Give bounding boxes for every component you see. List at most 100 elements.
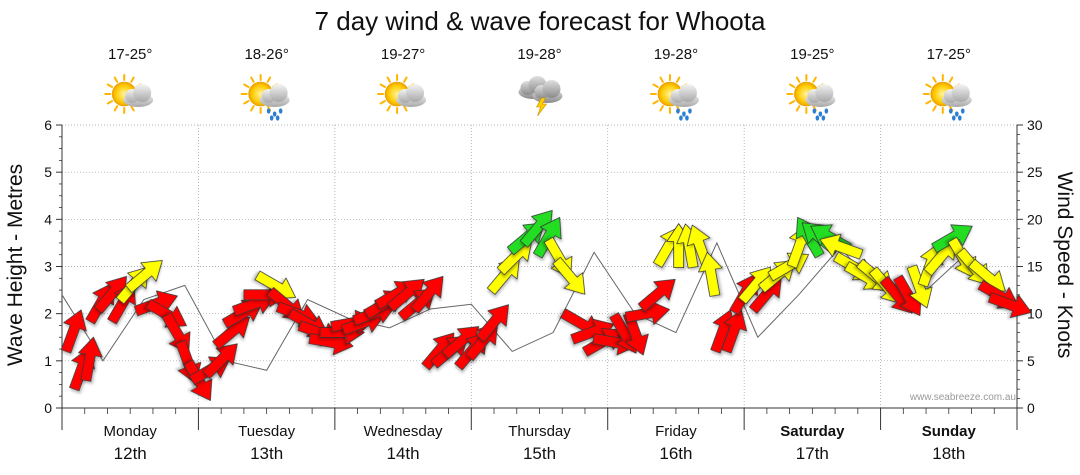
rain-drop (688, 108, 692, 114)
wind-arrow (931, 224, 973, 253)
temperature-range: 18-26° (244, 46, 288, 63)
wind-arrow-shape (410, 276, 444, 314)
sun-ray (250, 76, 255, 83)
day-name-label: Thursday (508, 423, 571, 440)
sun-ray (925, 83, 932, 88)
rain-drop (951, 115, 956, 121)
cloud-part (269, 84, 288, 102)
wind-arrow-shape (202, 343, 238, 379)
sun-ray (932, 105, 937, 112)
rain-drop (818, 111, 823, 117)
wind-arrow-shape (60, 309, 87, 354)
wind-arrow-shape (637, 278, 676, 312)
right-tick-label: 20 (1027, 211, 1043, 227)
wind-arrow-shape (987, 292, 1032, 318)
rain-drop (815, 115, 820, 121)
wind-arrow (410, 276, 444, 314)
wind-arrow-shape (78, 336, 103, 382)
wind-arrow (819, 233, 864, 260)
wind-arrow (202, 343, 238, 379)
wind-arrow-shape (931, 224, 973, 253)
right-tick-label: 5 (1027, 353, 1035, 369)
temperature-range: 19-28° (517, 46, 561, 63)
grid-lines (62, 124, 1017, 408)
axes: 0 1 2 3 4 5 6 0 5 10 15 20 25 30 (44, 117, 1043, 430)
weather-partly-cloudy-icon (104, 74, 154, 114)
left-tick-label: 2 (44, 306, 52, 322)
day-date-label: 17th (796, 444, 829, 463)
day-date-label: 14th (387, 444, 420, 463)
sun-ray (932, 76, 937, 83)
wind-arrow-shape (721, 309, 747, 354)
sun-ray (925, 100, 932, 105)
rain-drop (275, 115, 280, 121)
weather-partly-cloudy-icon (377, 74, 427, 114)
watermark: www.seabreeze.com.au (909, 392, 1016, 403)
wind-arrow (124, 260, 163, 293)
day-name-label: Sunday (922, 423, 977, 440)
rain-drop (960, 108, 965, 114)
temperature-range: 19-28° (654, 46, 698, 63)
sun-ray (403, 76, 408, 83)
wind-arrow (552, 256, 586, 295)
weather-showers-icon (786, 74, 836, 121)
left-tick-label: 3 (44, 259, 52, 275)
cloud-part (815, 84, 834, 102)
rain-drop (685, 115, 689, 121)
sun-ray (948, 76, 954, 83)
lightning-bolt (535, 97, 548, 117)
wind-arrow-shape (698, 251, 723, 297)
sun-ray (652, 83, 659, 88)
day-date-label: 12th (114, 444, 147, 463)
right-tick-label: 25 (1027, 164, 1043, 180)
rain-drop (948, 108, 953, 114)
sun-ray (130, 105, 135, 112)
weather-showers-icon (240, 74, 290, 121)
sun-ray (403, 105, 408, 112)
day-axis-labels: Monday 12th Tuesday 13th Wednesday 14th Thursd… (104, 423, 977, 463)
sun-ray (130, 76, 135, 83)
rain-drop (682, 111, 686, 117)
weather-showers-icon (649, 74, 699, 121)
sun-ray (266, 76, 272, 83)
sun-ray (652, 100, 659, 105)
rain-drop (269, 115, 274, 121)
right-axis-title: Wind Speed - Knots (1053, 172, 1076, 359)
left-tick-label: 5 (44, 164, 52, 180)
sun-ray (243, 100, 250, 105)
chart-title: 7 day wind & wave forecast for Whoota (315, 6, 766, 36)
rain-drop (957, 115, 962, 121)
rain-drop (812, 108, 817, 114)
sun-ray (795, 76, 801, 83)
sun-ray (243, 83, 250, 88)
rain-drop (679, 115, 683, 121)
weather-showers-icon (922, 74, 972, 121)
temperature-range: 17-25° (927, 46, 971, 63)
wind-arrow-shape (906, 264, 933, 309)
temperature-range: 19-27° (381, 46, 425, 63)
cloud-part (133, 84, 152, 102)
left-tick-label: 0 (44, 400, 52, 416)
sun-ray (106, 100, 114, 105)
day-date-label: 13th (250, 444, 283, 463)
sun-ray (113, 105, 119, 112)
sun-ray (659, 105, 664, 112)
wind-arrow-series (60, 210, 1032, 401)
wind-arrow-shape (124, 260, 163, 293)
wind-arrow (906, 264, 933, 309)
right-tick-label: 0 (1027, 400, 1035, 416)
day-date-label: 18th (932, 444, 965, 463)
wind-arrow-shape (145, 298, 187, 328)
rain-drop (278, 108, 283, 114)
sun-ray (795, 105, 801, 112)
sun-ray (386, 105, 392, 112)
rain-drop (824, 108, 829, 114)
day-name-label: Friday (655, 423, 697, 440)
wind-arrow (476, 304, 509, 343)
sun-ray (379, 100, 386, 105)
cloud-part (951, 84, 970, 102)
left-tick-label: 4 (44, 211, 52, 227)
sun-ray (788, 83, 796, 88)
wind-arrow (60, 309, 87, 354)
day-name-label: Saturday (780, 423, 845, 440)
